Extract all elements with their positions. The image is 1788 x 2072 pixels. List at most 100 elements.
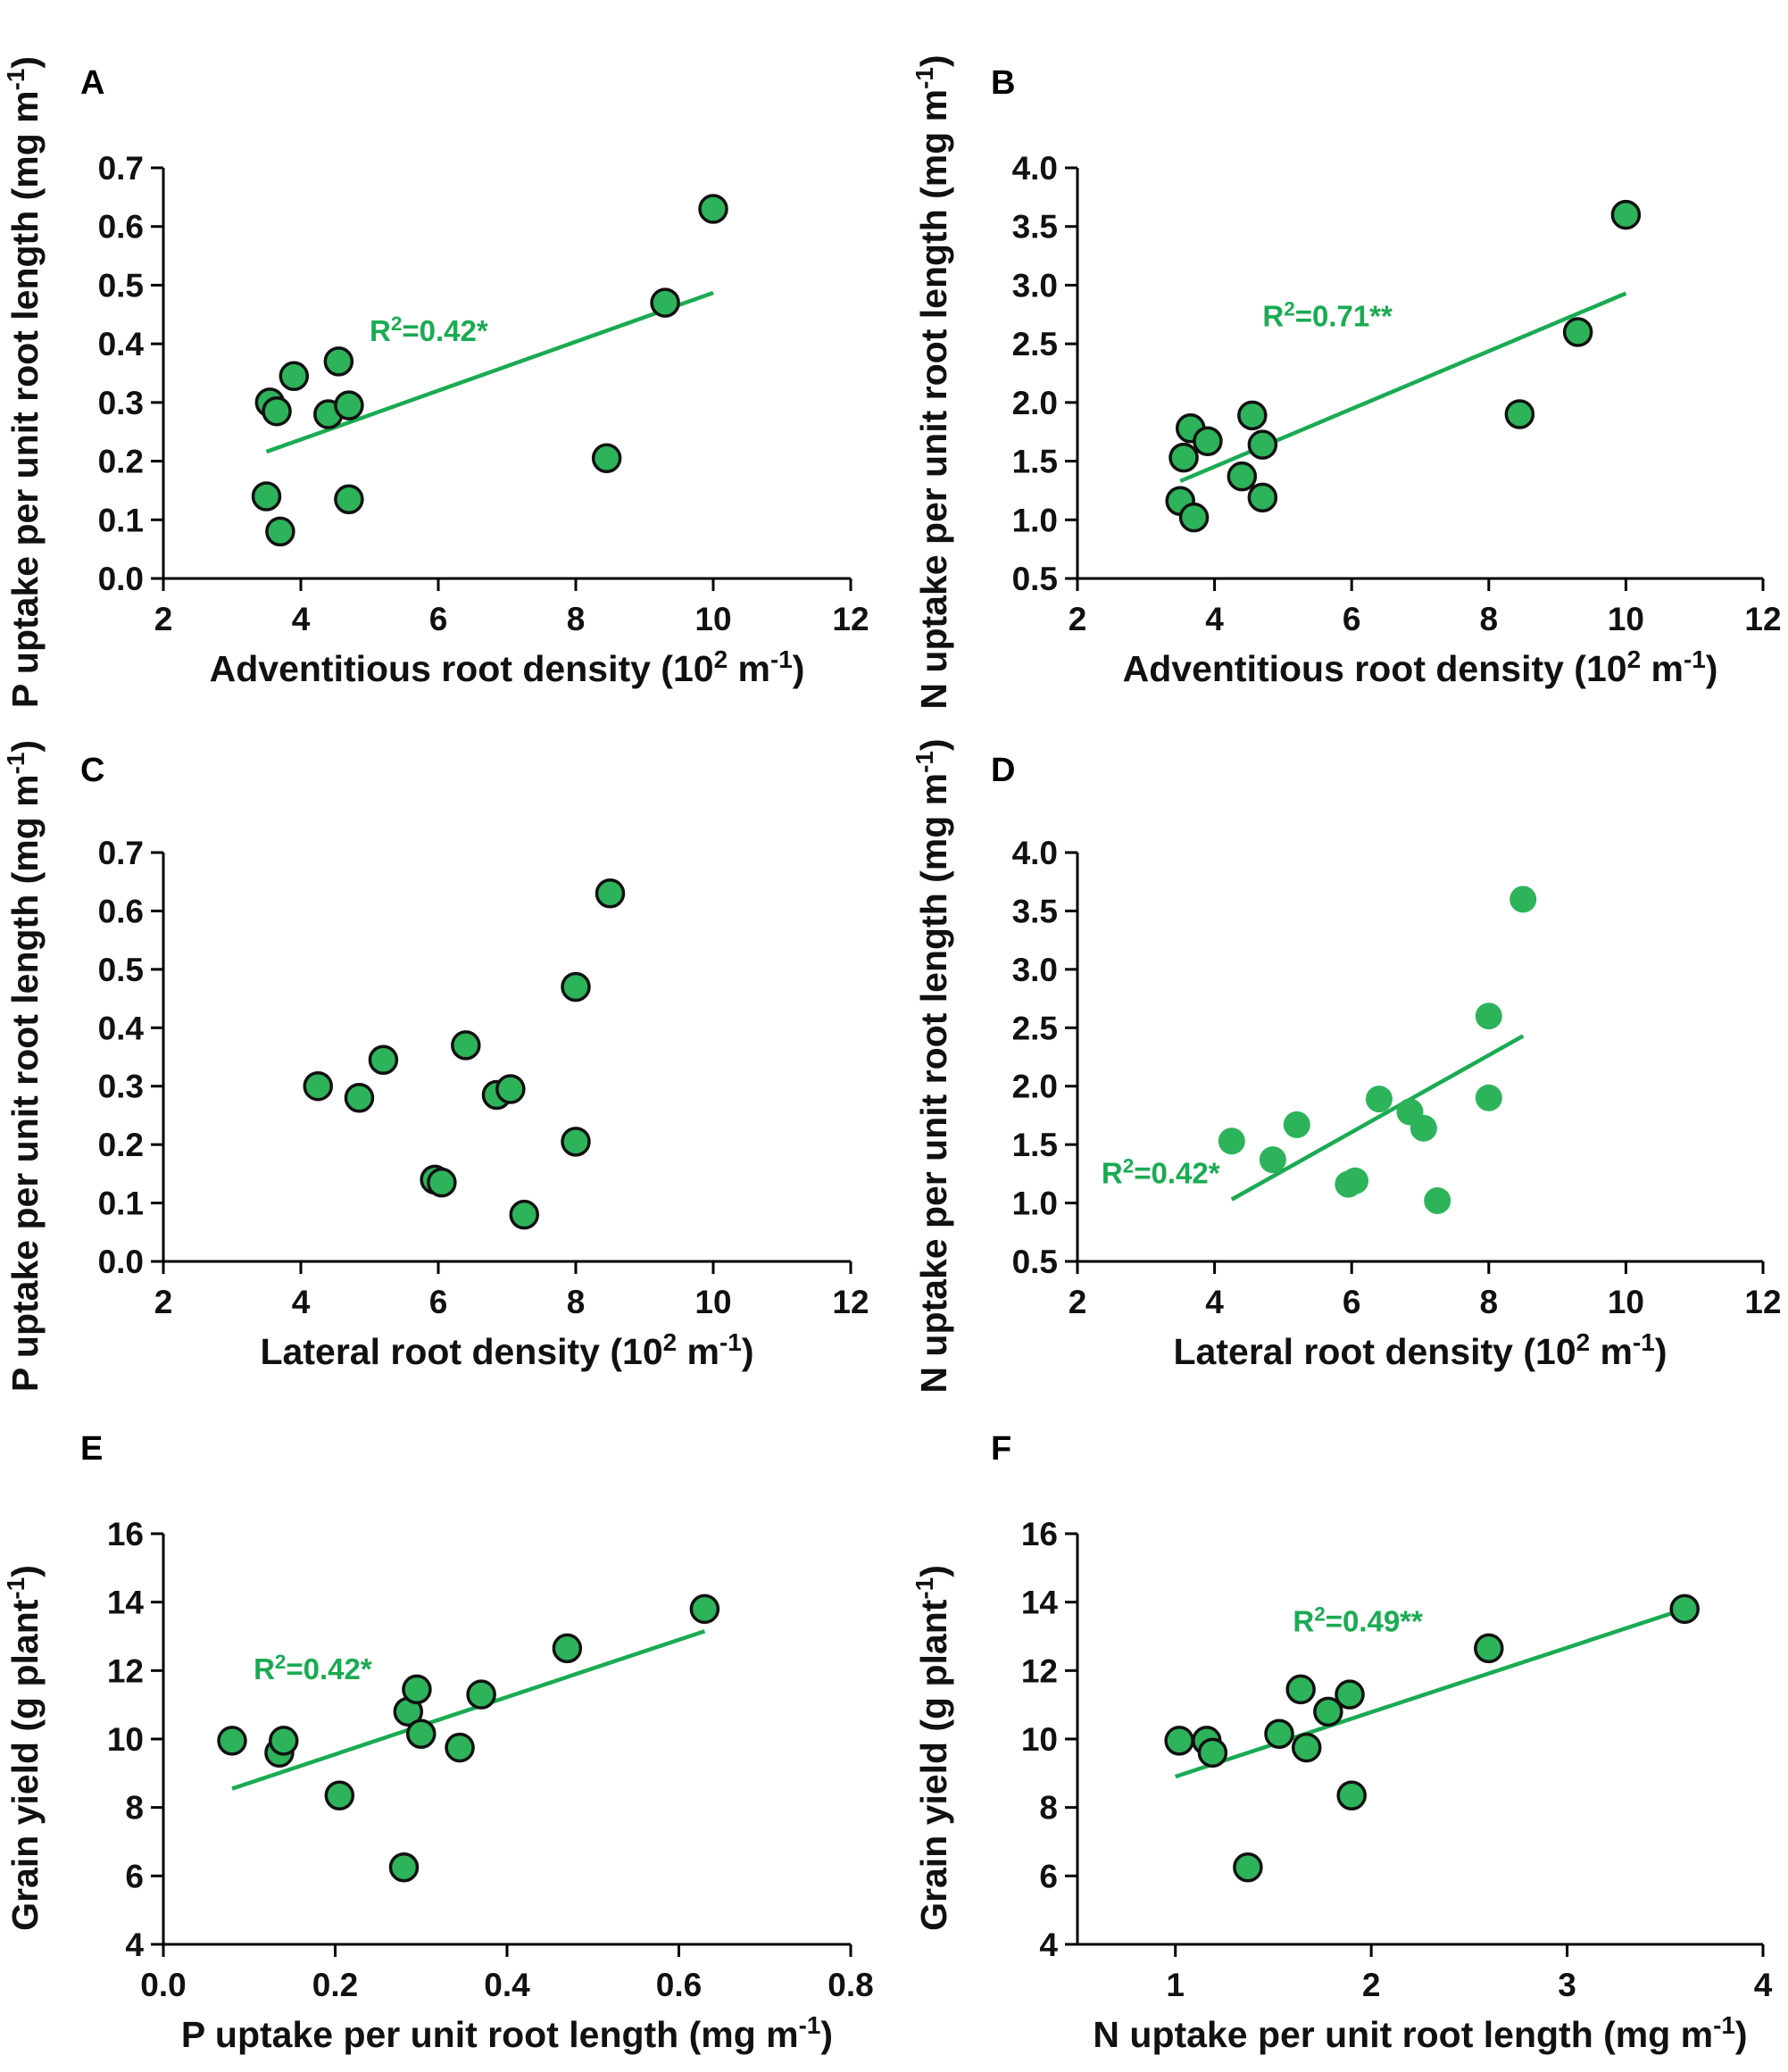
- panel-label: D: [991, 752, 1015, 789]
- data-point: [344, 1083, 375, 1113]
- panel-a: A 0.0 0.1 0.2 0.3 0.4 0.5 0.6 0.7 2 4 6 8 10 12 Adventi…: [2, 56, 869, 708]
- y-tick-label: 0.5: [1012, 1244, 1058, 1280]
- data-point: [1365, 1086, 1393, 1113]
- y-tick-label: 0.6: [98, 893, 144, 929]
- x-axis-label-exponent: 2: [1576, 1328, 1591, 1356]
- data-point: [323, 346, 354, 377]
- panel-label: A: [80, 64, 104, 102]
- data-point: [1562, 317, 1593, 347]
- data-point: [451, 1030, 481, 1061]
- y-axis-label-text: N uptake per unit root length (mg m: [913, 773, 954, 1394]
- y-axis-label-end: ): [913, 54, 954, 67]
- data-point: [1342, 1167, 1369, 1194]
- data-point: [1424, 1186, 1451, 1214]
- panel-c: C 0.0 0.1 0.2 0.3 0.4 0.5 0.6 0.7 2 4 6 8 10 12 Lateral…: [2, 740, 869, 1392]
- y-tick-label: 0.7: [98, 150, 144, 187]
- data-point: [368, 1044, 399, 1076]
- y-axis-label-text: P uptake per unit root length (mg m: [4, 774, 46, 1392]
- y-tick-label: 3.5: [1012, 893, 1058, 929]
- x-tick-label: 12: [1744, 1284, 1781, 1320]
- data-point: [445, 1732, 475, 1763]
- x-axis-label-end: ): [820, 2014, 833, 2055]
- data-point: [427, 1167, 457, 1198]
- y-tick-label: 0.1: [98, 1186, 144, 1222]
- regression-line: [265, 290, 714, 454]
- y-axis-label-exponent: -1: [2, 753, 29, 775]
- r-squared-value: =0.42*: [1134, 1156, 1219, 1189]
- data-point: [561, 971, 591, 1003]
- x-tick-label: 4: [1205, 1284, 1224, 1320]
- x-axis-label-exponent: -1: [1633, 1328, 1655, 1356]
- r-squared-value: =0.49**: [1326, 1604, 1423, 1637]
- x-axis-label-unit: m: [677, 1331, 719, 1372]
- x-axis-label-end: ): [1706, 648, 1718, 689]
- x-tick-label: 4: [292, 1284, 311, 1320]
- data-point: [1410, 1114, 1437, 1142]
- x-tick-label: 6: [429, 1284, 448, 1320]
- x-axis-label-text: N uptake per unit root length (mg m: [1093, 2014, 1713, 2055]
- x-tick-label: 6: [1343, 601, 1361, 637]
- data-point: [698, 194, 728, 224]
- y-tick-label: 14: [107, 1585, 145, 1621]
- x-tick-label: 0.0: [140, 1967, 186, 2003]
- y-tick-label: 16: [107, 1516, 144, 1552]
- data-point: [262, 395, 292, 427]
- data-point: [1504, 399, 1535, 429]
- data-point: [1283, 1111, 1310, 1138]
- y-axis-label: P uptake per unit root length (mg m-1): [2, 56, 46, 708]
- r-squared-exponent: 2: [1314, 1602, 1325, 1625]
- y-tick-label: 8: [125, 1790, 144, 1827]
- x-axis-label: Lateral root density (102 m-1): [261, 1328, 754, 1373]
- r-squared-symbol: R: [254, 1652, 275, 1685]
- data-point: [1218, 1128, 1245, 1155]
- data-point: [591, 443, 622, 474]
- data-point: [1509, 886, 1537, 913]
- y-tick-label: 0.6: [98, 209, 144, 245]
- x-tick-label: 6: [429, 601, 448, 637]
- y-axis-label-end: ): [4, 1565, 46, 1577]
- y-tick-label: 3.0: [1012, 952, 1058, 988]
- y-tick-label: 0.5: [98, 267, 144, 304]
- data-point: [1193, 426, 1223, 456]
- x-axis-label-end: ): [742, 1331, 754, 1372]
- data-point: [1335, 1679, 1365, 1710]
- y-tick-label: 0.5: [98, 952, 144, 988]
- y-axis-label-exponent: -1: [911, 67, 938, 89]
- x-tick-label: 12: [832, 1284, 869, 1320]
- x-tick-label: 10: [1608, 601, 1644, 637]
- regression-line: [1175, 1607, 1685, 1779]
- data-point: [1475, 1084, 1502, 1111]
- x-axis-label: P uptake per unit root length (mg m-1): [181, 2011, 833, 2056]
- data-point: [1247, 429, 1278, 460]
- x-axis-label-exponent: -1: [770, 645, 793, 673]
- y-tick-label: 1.5: [1012, 1127, 1058, 1163]
- x-axis-label-unit: m: [1641, 648, 1684, 689]
- x-tick-label: 2: [154, 1284, 173, 1320]
- data-point: [1610, 199, 1642, 230]
- data-point: [1291, 1732, 1322, 1763]
- y-tick-label: 6: [1039, 1858, 1058, 1894]
- data-point: [509, 1199, 539, 1230]
- y-tick-label: 6: [125, 1858, 144, 1894]
- y-tick-label: 0.0: [98, 561, 144, 597]
- r-squared-value: =0.71**: [1295, 299, 1393, 332]
- y-tick-label: 2.5: [1012, 1010, 1058, 1046]
- x-axis-label-text: Lateral root density (10: [261, 1331, 663, 1372]
- data-point: [1178, 502, 1210, 533]
- y-tick-label: 2.0: [1012, 1069, 1058, 1105]
- data-point: [1475, 1003, 1502, 1030]
- x-tick-label: 1: [1166, 1967, 1185, 2003]
- y-tick-label: 0.2: [98, 1127, 144, 1163]
- y-axis-label-exponent: -1: [911, 1577, 938, 1600]
- x-tick-label: 0.6: [656, 1967, 702, 2003]
- panel-label: F: [991, 1430, 1011, 1468]
- x-axis-label-exponent: -1: [719, 1328, 742, 1356]
- data-point: [1164, 1726, 1194, 1756]
- y-axis-label: N uptake per unit root length (mg m-1): [911, 54, 955, 709]
- x-tick-label: 0.2: [312, 1967, 358, 2003]
- r-squared-annotation: R2=0.49**: [1293, 1602, 1423, 1638]
- data-point: [334, 390, 364, 420]
- y-tick-label: 0.0: [98, 1244, 144, 1280]
- y-axis-label-end: ): [4, 740, 46, 753]
